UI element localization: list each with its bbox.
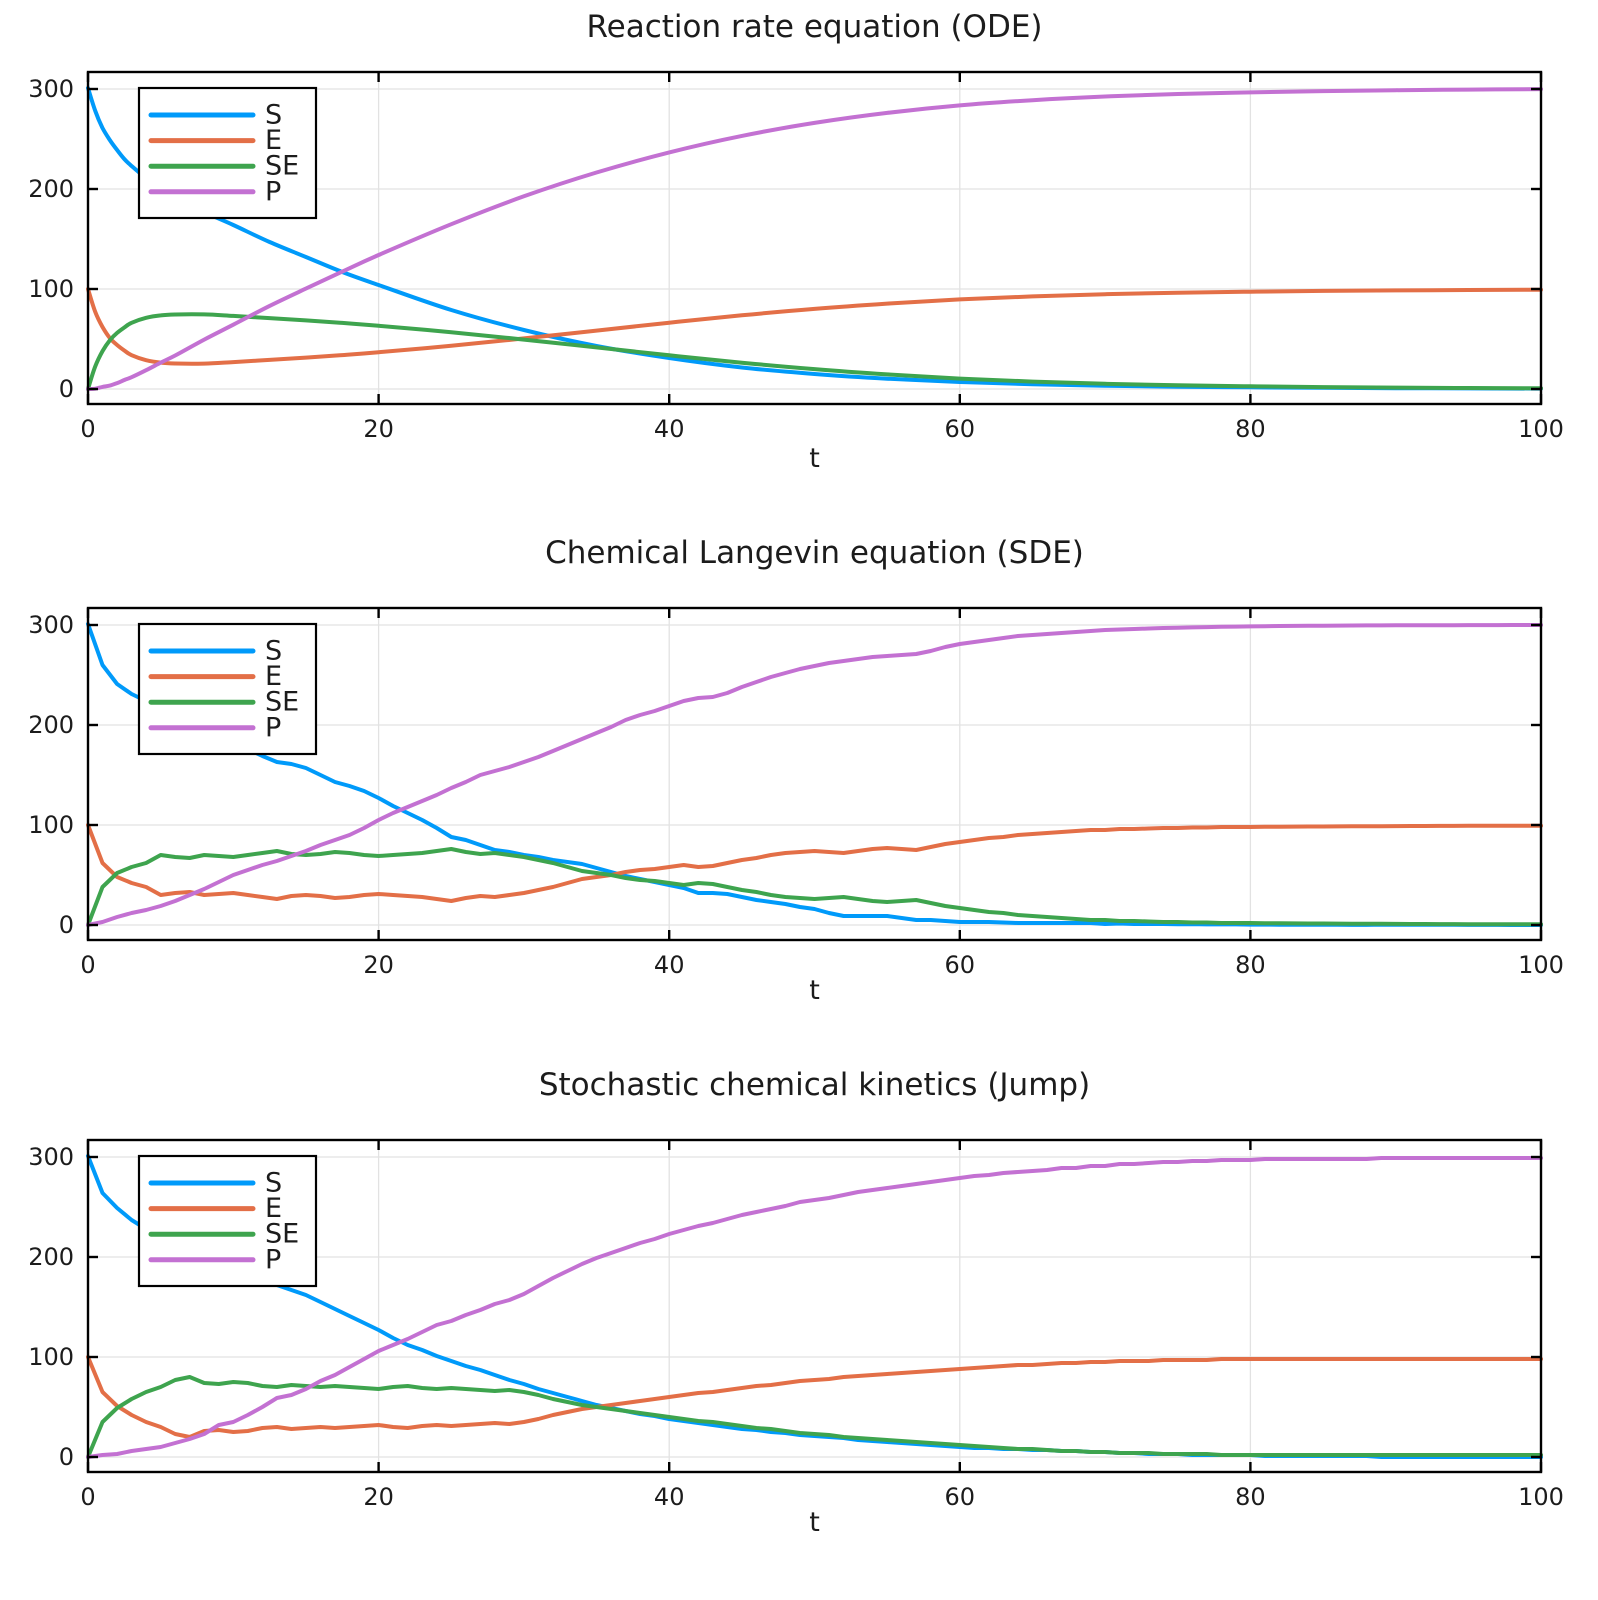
panel-title-jump: Stochastic chemical kinetics (Jump) xyxy=(538,1067,1091,1103)
legend-box xyxy=(137,1154,318,1288)
legend-label: E xyxy=(265,1193,282,1224)
y-tick-label: 0 xyxy=(59,375,74,403)
x-tick-label: 0 xyxy=(80,1483,95,1511)
x-tick-label: 60 xyxy=(945,415,976,443)
x-tick-label: 80 xyxy=(1235,1483,1266,1511)
y-tick-labels: 0 100 200 300 xyxy=(28,1143,74,1471)
x-tick-label: 20 xyxy=(363,1483,394,1511)
x-axis-label-jump: t xyxy=(809,1507,820,1538)
x-tick-label: 20 xyxy=(363,951,394,979)
legend-label: E xyxy=(265,125,282,156)
series-E-line xyxy=(86,823,1543,903)
x-tick-label: 40 xyxy=(654,951,685,979)
legend-item-SE: SE xyxy=(148,151,299,182)
series-P-line xyxy=(86,623,1543,927)
legend-item-E: E xyxy=(148,661,282,692)
y-tick-labels: 0 100 200 300 xyxy=(28,611,74,939)
plot-frame xyxy=(86,1138,1543,1474)
plot-frame xyxy=(86,70,1543,406)
y-tick-label: 300 xyxy=(28,75,74,103)
y-tick-label: 0 xyxy=(59,911,74,939)
series-SE-line xyxy=(86,1375,1543,1459)
panel-title-sde: Chemical Langevin equation (SDE) xyxy=(545,535,1084,571)
legend-item-P: P xyxy=(148,176,281,207)
x-tick-label: 60 xyxy=(945,1483,976,1511)
tick-marks xyxy=(86,608,1543,940)
y-tick-label: 300 xyxy=(28,1143,74,1171)
legend-label: S xyxy=(265,1168,282,1199)
x-tick-label: 100 xyxy=(1518,951,1564,979)
x-axis-label-sde: t xyxy=(809,975,820,1006)
x-tick-labels: 0 20 40 60 80 100 xyxy=(80,951,1564,979)
y-tick-label: 200 xyxy=(28,175,74,203)
legend-label: P xyxy=(265,176,281,207)
legend-item-SE: SE xyxy=(148,1219,299,1250)
series-SE-line xyxy=(86,847,1543,927)
panel-title-ode: Reaction rate equation (ODE) xyxy=(586,9,1043,45)
x-tick-label: 40 xyxy=(654,415,685,443)
legend-label: SE xyxy=(265,1219,299,1250)
tick-marks xyxy=(86,72,1543,404)
x-tick-label: 60 xyxy=(945,951,976,979)
legend-box xyxy=(137,86,318,220)
legend-box xyxy=(137,622,318,756)
legend-label: SE xyxy=(265,687,299,718)
x-axis-label-ode: t xyxy=(809,443,820,474)
legend-item-E: E xyxy=(148,125,282,156)
legend-label: E xyxy=(265,661,282,692)
legend-label: SE xyxy=(265,151,299,182)
legend-label: P xyxy=(265,1244,281,1275)
legend-item-E: E xyxy=(148,1193,282,1224)
x-tick-label: 80 xyxy=(1235,415,1266,443)
y-tick-label: 0 xyxy=(59,1443,74,1471)
legend-label: P xyxy=(265,712,281,743)
y-tick-label: 200 xyxy=(28,711,74,739)
legend-item-S: S xyxy=(148,100,282,131)
series-SE-line xyxy=(86,312,1543,391)
plot-frame xyxy=(86,606,1543,942)
series-P-line xyxy=(86,1156,1543,1459)
x-tick-labels: 0 20 40 60 80 100 xyxy=(80,415,1564,443)
legend-label: S xyxy=(265,636,282,667)
series-E-line xyxy=(86,287,1543,366)
legend-item-S: S xyxy=(148,1168,282,1199)
series-E-line xyxy=(86,1355,1543,1439)
y-tick-label: 100 xyxy=(28,1343,74,1371)
y-tick-label: 300 xyxy=(28,611,74,639)
legend-item-P: P xyxy=(148,1244,281,1275)
x-tick-label: 0 xyxy=(80,951,95,979)
tick-marks xyxy=(86,1140,1543,1472)
legend-item-S: S xyxy=(148,636,282,667)
legend-item-P: P xyxy=(148,712,281,743)
x-tick-label: 80 xyxy=(1235,951,1266,979)
y-tick-labels: 0 100 200 300 xyxy=(28,75,74,403)
y-tick-label: 100 xyxy=(28,811,74,839)
legend-label: S xyxy=(265,100,282,131)
x-tick-labels: 0 20 40 60 80 100 xyxy=(80,1483,1564,1511)
x-tick-label: 100 xyxy=(1518,415,1564,443)
x-tick-label: 100 xyxy=(1518,1483,1564,1511)
x-tick-label: 40 xyxy=(654,1483,685,1511)
series-P-line xyxy=(86,87,1543,391)
y-tick-label: 200 xyxy=(28,1243,74,1271)
x-tick-label: 20 xyxy=(363,415,394,443)
x-tick-label: 0 xyxy=(80,415,95,443)
legend-item-SE: SE xyxy=(148,687,299,718)
y-tick-label: 100 xyxy=(28,275,74,303)
